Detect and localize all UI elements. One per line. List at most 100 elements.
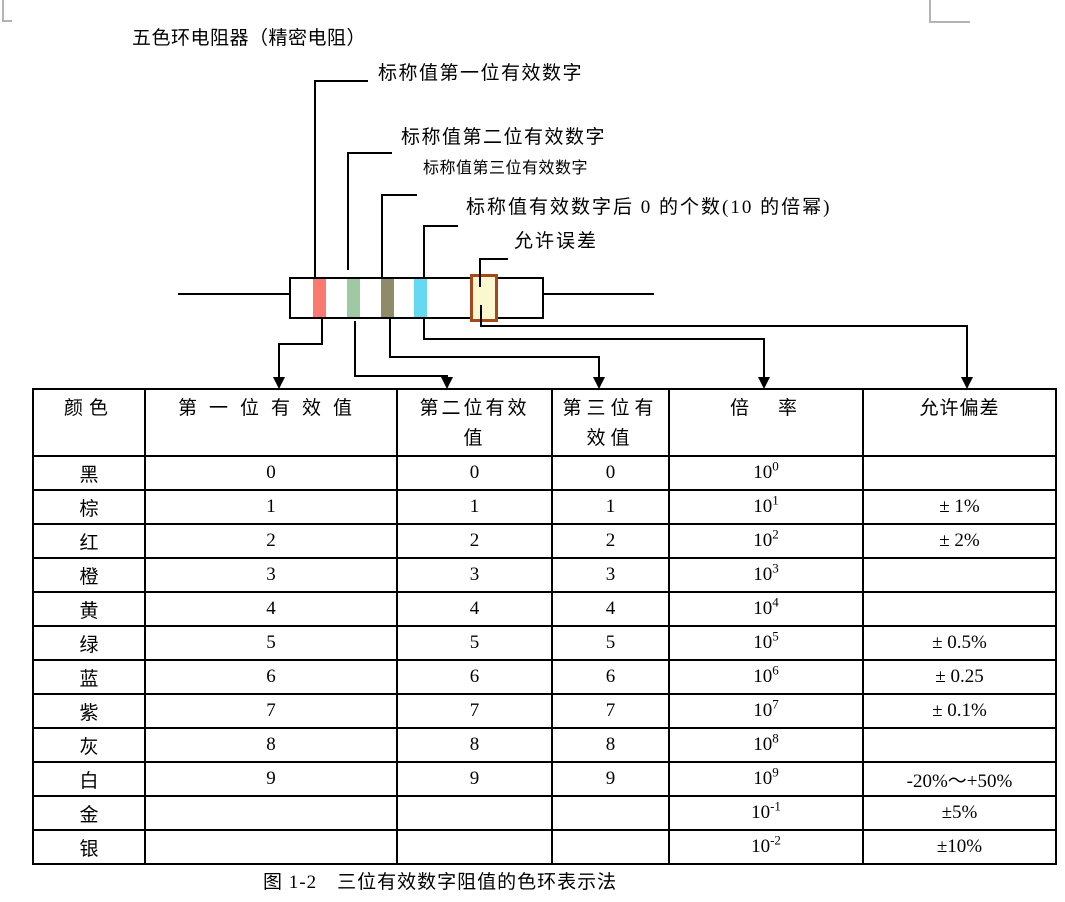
- leader-line-3-h: [381, 194, 417, 196]
- cell-color-name: 棕: [32, 489, 146, 525]
- band-label-multiplier: 标称值有效数字后 0 的个数(10 的倍幂): [466, 197, 832, 218]
- leader-line-5-h: [479, 258, 508, 260]
- first-digit-band: [313, 279, 326, 317]
- column-header: 第二位有效值: [396, 388, 553, 457]
- cell-digit-1: 3: [144, 557, 398, 593]
- arrow-line-3-h: [389, 356, 600, 358]
- band-label-first-digit: 标称值第一位有效数字: [378, 63, 584, 84]
- leader-line-4-h: [423, 225, 458, 227]
- cell-digit-3: 0: [551, 455, 670, 491]
- cell-multiplier: 107: [668, 693, 864, 729]
- cell-tolerance: ±5%: [862, 795, 1057, 831]
- table-row: 黑 0 0 0 100: [32, 455, 1057, 491]
- cell-digit-1: 2: [144, 523, 398, 559]
- cell-digit-2: 1: [396, 489, 553, 525]
- cell-digit-1: 1: [144, 489, 398, 525]
- table-row: 白 9 9 9 109 -20%～+50%: [32, 761, 1057, 797]
- column-header: 允许偏差: [862, 388, 1057, 457]
- leader-line-4-v: [423, 225, 425, 280]
- cell-digit-2: 5: [396, 625, 553, 661]
- cell-multiplier: 105: [668, 625, 864, 661]
- cell-digit-3: 6: [551, 659, 670, 695]
- cell-multiplier: 10-2: [668, 829, 864, 865]
- cell-digit-3: [551, 829, 670, 865]
- cell-digit-3: [551, 795, 670, 831]
- cell-digit-3: 4: [551, 591, 670, 627]
- cell-color-name: 黑: [32, 455, 146, 491]
- cell-digit-1: 9: [144, 761, 398, 797]
- page-margin-mark-right-h: [929, 21, 970, 23]
- leader-line-3-v: [381, 194, 383, 277]
- arrow-line-1-h: [278, 343, 323, 345]
- table-row: 棕 1 1 1 101 ± 1%: [32, 489, 1057, 525]
- arrow-line-1-v2: [278, 343, 280, 381]
- cell-digit-1: 5: [144, 625, 398, 661]
- cell-digit-2: 7: [396, 693, 553, 729]
- arrowhead-multiplier: [758, 377, 770, 389]
- cell-tolerance: [862, 591, 1057, 627]
- cell-digit-3: 5: [551, 625, 670, 661]
- cell-digit-2: 8: [396, 727, 553, 763]
- cell-color-name: 绿: [32, 625, 146, 661]
- table-row: 橙 3 3 3 103: [32, 557, 1057, 593]
- resistor-lead-left: [178, 293, 289, 295]
- color-code-table: 颜色 第一位有效值 第二位有效值第三位有 效值倍 率允许偏差 黑 0 0 0 100 棕 1 1 1 1…: [32, 388, 1057, 865]
- arrow-line-2-v1: [354, 321, 356, 377]
- cell-digit-1: [144, 829, 398, 865]
- page-margin-mark-left-h: [2, 20, 12, 22]
- leader-line-5-v: [479, 258, 481, 287]
- leader-line-1-h: [314, 80, 368, 82]
- cell-tolerance: ±10%: [862, 829, 1057, 865]
- cell-multiplier: 103: [668, 557, 864, 593]
- column-header: 倍 率: [668, 388, 864, 457]
- cell-multiplier: 100: [668, 455, 864, 491]
- table-row: 灰 8 8 8 108: [32, 727, 1057, 763]
- cell-digit-3: 7: [551, 693, 670, 729]
- cell-digit-1: 4: [144, 591, 398, 627]
- second-digit-band: [347, 279, 360, 317]
- arrow-line-5-v2: [966, 325, 968, 381]
- cell-color-name: 灰: [32, 727, 146, 763]
- arrow-line-5-v1: [480, 305, 482, 327]
- column-header: 颜色: [32, 388, 146, 457]
- tolerance-band: [470, 274, 498, 322]
- page-margin-mark-right: [929, 0, 931, 22]
- band-label-third-digit: 标称值第三位有效数字: [423, 160, 589, 177]
- cell-digit-2: [396, 829, 553, 865]
- arrow-line-4-v2: [763, 338, 765, 381]
- table-row: 金 10-1 ±5%: [32, 795, 1057, 831]
- cell-color-name: 蓝: [32, 659, 146, 695]
- cell-color-name: 红: [32, 523, 146, 559]
- cell-digit-3: 2: [551, 523, 670, 559]
- table-row: 黄 4 4 4 104: [32, 591, 1057, 627]
- resistor-lead-right: [542, 293, 654, 295]
- multiplier-band: [414, 279, 427, 317]
- cell-color-name: 银: [32, 829, 146, 865]
- table-row: 蓝 6 6 6 106 ± 0.25: [32, 659, 1057, 695]
- cell-digit-1: 8: [144, 727, 398, 763]
- cell-digit-3: 3: [551, 557, 670, 593]
- cell-tolerance: ± 0.1%: [862, 693, 1057, 729]
- table-row: 绿 5 5 5 105 ± 0.5%: [32, 625, 1057, 661]
- cell-digit-3: 9: [551, 761, 670, 797]
- arrowhead-first-digit: [273, 377, 285, 389]
- table-header-row: 颜色 第一位有效值 第二位有效值第三位有 效值倍 率允许偏差: [32, 388, 1057, 457]
- figure-caption: 图 1-2 三位有效数字阻值的色环表示法: [263, 872, 618, 893]
- arrowhead-second-digit: [441, 377, 453, 389]
- cell-tolerance: ± 0.5%: [862, 625, 1057, 661]
- cell-color-name: 橙: [32, 557, 146, 593]
- arrow-line-5-h: [480, 325, 968, 327]
- cell-digit-3: 1: [551, 489, 670, 525]
- cell-digit-2: 6: [396, 659, 553, 695]
- leader-line-2-h: [347, 152, 392, 154]
- cell-digit-1: 7: [144, 693, 398, 729]
- cell-tolerance: [862, 557, 1057, 593]
- arrow-line-4-h: [423, 338, 765, 340]
- leader-line-2-v: [347, 152, 349, 270]
- cell-digit-2: 3: [396, 557, 553, 593]
- cell-digit-1: 0: [144, 455, 398, 491]
- cell-multiplier: 106: [668, 659, 864, 695]
- arrow-line-2-h: [354, 375, 448, 377]
- cell-tolerance: ± 0.25: [862, 659, 1057, 695]
- cell-multiplier: 108: [668, 727, 864, 763]
